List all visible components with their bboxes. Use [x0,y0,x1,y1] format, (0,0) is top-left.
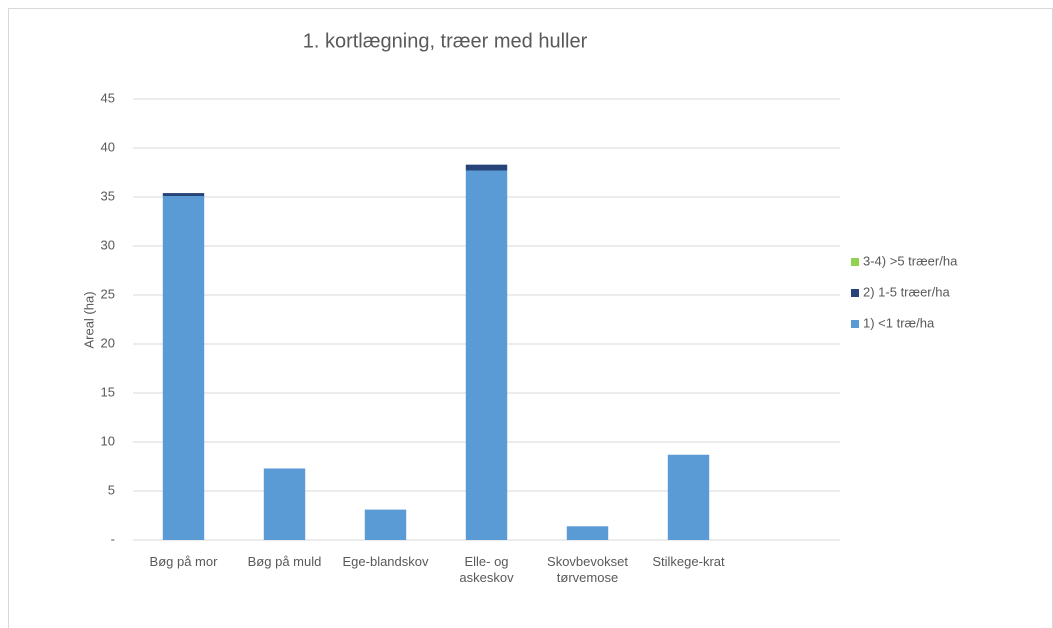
x-tick-label: Elle- og askeskov [459,554,514,585]
bar-segment [162,196,205,540]
x-tick-label: Bøg på mor [149,554,218,569]
bar-segment [667,454,710,540]
y-tick-label: 15 [101,384,115,399]
y-tick-label: 20 [101,335,115,350]
bar-segment [566,526,609,540]
legend-swatch [851,289,859,297]
bar-segment [465,164,508,171]
legend-label: 1) <1 træ/ha [863,315,935,330]
y-tick-label: 30 [101,237,115,252]
y-tick-label: - [111,531,115,546]
legend-swatch [851,320,859,328]
legend-label: 3-4) >5 træer/ha [863,253,958,268]
x-tick-label: Skovbevokset tørvemose [547,554,628,585]
y-tick-label: 10 [101,433,115,448]
y-tick-label: 40 [101,139,115,154]
bar-segment [364,509,407,540]
y-tick-label: 5 [108,482,115,497]
legend-label: 2) 1-5 træer/ha [863,284,950,299]
x-tick-label: Stilkege-krat [652,554,725,569]
legend-swatch [851,258,859,266]
x-tick-label: Ege-blandskov [342,554,429,569]
bar-segment [465,170,508,541]
y-axis-label: Areal (ha) [81,291,96,348]
y-tick-label: 45 [101,90,115,105]
chart-title: 1. kortlægning, træer med huller [303,30,588,52]
y-tick-label: 25 [101,286,115,301]
y-tick-label: 35 [101,188,115,203]
x-tick-label: Bøg på muld [247,554,322,569]
bar-segment [263,468,306,540]
bar-segment [162,193,205,197]
